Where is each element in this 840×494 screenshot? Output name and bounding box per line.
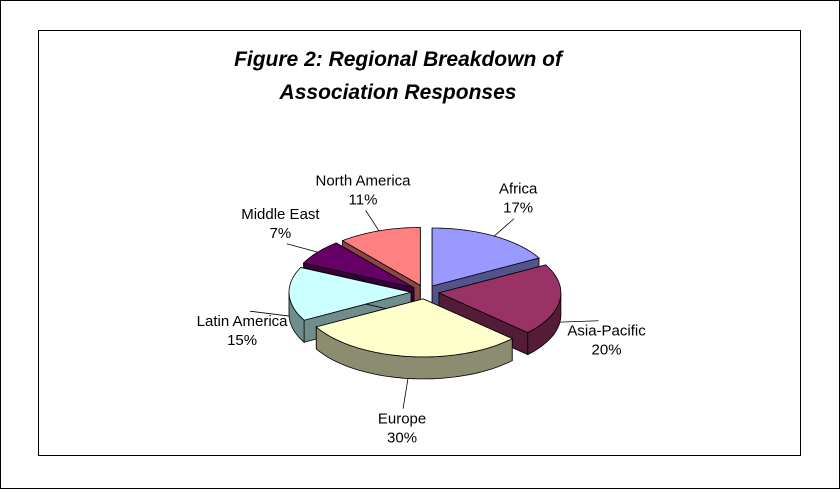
chart-title: Association Responses xyxy=(279,81,517,104)
leader-line xyxy=(250,310,290,317)
slice xyxy=(437,264,562,334)
leader-line xyxy=(559,320,599,323)
chart-title: Figure 2: Regional Breakdown of xyxy=(234,48,564,71)
category-label: Africa xyxy=(499,181,538,198)
slice xyxy=(315,298,514,358)
pie xyxy=(288,226,562,380)
slice xyxy=(302,242,415,289)
category-label: Middle East xyxy=(241,206,320,223)
category-label: North America xyxy=(315,173,411,190)
value-label: 20% xyxy=(592,342,622,359)
leader-line xyxy=(365,210,380,232)
category-label: Europe xyxy=(378,411,426,428)
labels: North America 11% Africa 17% Middle East 7% La… xyxy=(197,173,647,447)
category-label: Latin America xyxy=(197,313,289,330)
leader-line xyxy=(286,243,318,253)
value-label: 30% xyxy=(387,430,417,447)
leader-line xyxy=(493,218,515,237)
value-label: 11% xyxy=(349,192,378,209)
value-label: 15% xyxy=(227,332,257,349)
leader-line xyxy=(402,378,409,409)
value-label: 7% xyxy=(270,225,292,242)
slice xyxy=(288,267,412,321)
value-label: 17% xyxy=(503,200,533,217)
slice xyxy=(431,227,540,287)
category-label: Asia-Pacific xyxy=(567,323,646,340)
